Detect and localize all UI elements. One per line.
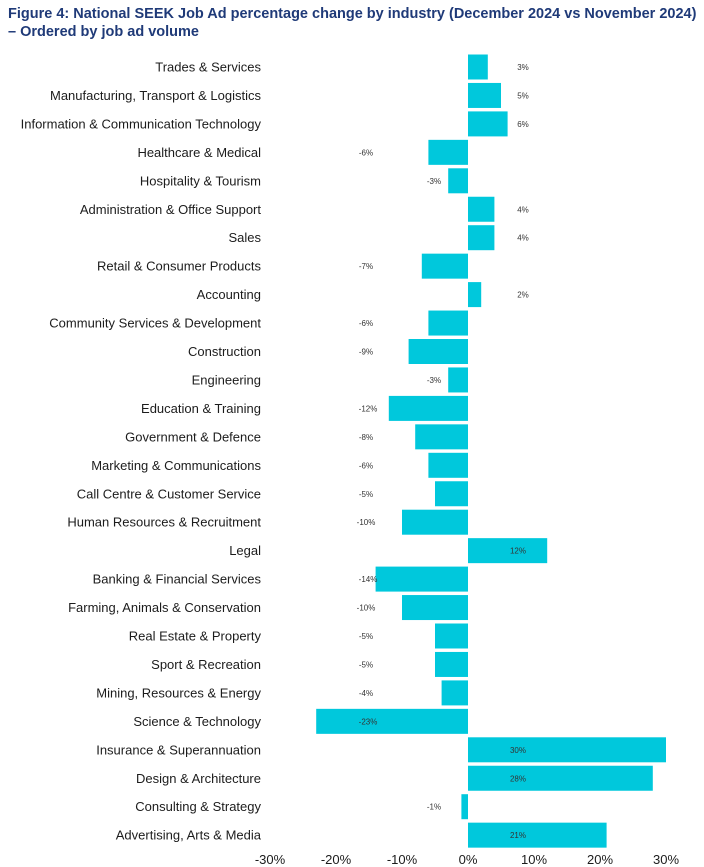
x-tick-label: -20% — [321, 852, 352, 867]
chart-title: Figure 4: National SEEK Job Ad percentag… — [8, 5, 700, 41]
category-label: Engineering — [192, 372, 261, 387]
value-label: -6% — [359, 148, 373, 157]
category-label: Government & Defence — [125, 429, 261, 444]
bar — [468, 82, 501, 108]
x-tick-label: 0% — [459, 852, 478, 867]
category-label: Mining, Resources & Energy — [96, 685, 261, 700]
category-label: Science & Technology — [133, 714, 261, 729]
category-label: Community Services & Development — [49, 316, 261, 331]
category-label: Manufacturing, Transport & Logistics — [50, 88, 261, 103]
value-label: -14% — [359, 575, 378, 584]
bar — [435, 651, 468, 677]
bar — [435, 481, 468, 507]
bar — [316, 708, 468, 734]
category-label: Farming, Animals & Conservation — [68, 600, 261, 615]
value-label: -5% — [359, 632, 373, 641]
value-label: 2% — [517, 291, 529, 300]
value-label: -9% — [359, 348, 373, 357]
value-label: 3% — [517, 63, 529, 72]
value-label: 5% — [517, 91, 529, 100]
category-label: Sport & Recreation — [151, 657, 261, 672]
bar — [415, 424, 468, 450]
bar — [388, 395, 468, 421]
bar — [428, 139, 468, 165]
value-label: 12% — [510, 547, 526, 556]
value-label: -5% — [359, 660, 373, 669]
bar — [468, 822, 607, 848]
bar — [468, 737, 666, 763]
category-label: Call Centre & Customer Service — [77, 486, 261, 501]
category-label: Insurance & Superannuation — [96, 742, 261, 757]
bar — [421, 253, 468, 279]
category-label: Human Resources & Recruitment — [67, 515, 261, 530]
bar — [375, 566, 468, 592]
bar — [428, 310, 468, 336]
bar — [468, 765, 653, 791]
value-label: 6% — [517, 120, 529, 129]
value-label: 21% — [510, 831, 526, 840]
chart-subtitle: – Ordered by job ad volume — [8, 24, 199, 40]
bar — [468, 538, 548, 564]
bar — [448, 367, 468, 393]
category-label: Accounting — [197, 287, 261, 302]
category-label: Banking & Financial Services — [93, 572, 262, 587]
category-label: Marketing & Communications — [91, 458, 261, 473]
bar — [468, 282, 482, 308]
value-label: 30% — [510, 746, 526, 755]
category-label: Sales — [228, 230, 261, 245]
value-label: -23% — [359, 717, 378, 726]
bar — [468, 111, 508, 137]
category-label: Construction — [188, 344, 261, 359]
bar — [461, 794, 468, 820]
value-label: 4% — [517, 205, 529, 214]
bar — [435, 623, 468, 649]
category-label: Hospitality & Tourism — [140, 173, 261, 188]
value-label: -10% — [357, 604, 376, 613]
value-label: -3% — [427, 376, 441, 385]
chart-title-line: Figure 4: National SEEK Job Ad percentag… — [8, 6, 697, 22]
bar — [402, 509, 468, 535]
value-label: -8% — [359, 433, 373, 442]
category-label: Information & Communication Technology — [21, 116, 262, 131]
category-label: Education & Training — [141, 401, 261, 416]
value-label: -4% — [359, 689, 373, 698]
value-label: -5% — [359, 490, 373, 499]
x-tick-label: 20% — [587, 852, 613, 867]
category-label: Retail & Consumer Products — [97, 259, 262, 274]
x-tick-label: 10% — [521, 852, 547, 867]
category-label: Real Estate & Property — [129, 629, 262, 644]
category-label: Healthcare & Medical — [137, 145, 261, 160]
x-tick-label: -30% — [255, 852, 286, 867]
bar — [428, 452, 468, 478]
bar — [441, 680, 468, 706]
category-label: Legal — [229, 543, 261, 558]
value-label: -6% — [359, 319, 373, 328]
category-label: Consulting & Strategy — [135, 799, 261, 814]
category-label: Advertising, Arts & Media — [116, 828, 262, 843]
value-label: 28% — [510, 774, 526, 783]
value-label: -10% — [357, 518, 376, 527]
value-label: -3% — [427, 177, 441, 186]
value-label: -6% — [359, 461, 373, 470]
category-label: Design & Architecture — [136, 771, 261, 786]
value-label: -12% — [359, 404, 378, 413]
value-label: -7% — [359, 262, 373, 271]
x-tick-label: -10% — [387, 852, 418, 867]
value-label: -1% — [427, 803, 441, 812]
category-label: Trades & Services — [155, 60, 261, 75]
bar — [402, 595, 468, 621]
bar — [468, 225, 495, 251]
category-label: Administration & Office Support — [80, 202, 262, 217]
bar — [408, 339, 468, 364]
bar — [468, 196, 495, 222]
bar — [468, 54, 488, 80]
value-label: 4% — [517, 234, 529, 243]
x-tick-label: 30% — [653, 852, 679, 867]
bar — [448, 168, 468, 194]
